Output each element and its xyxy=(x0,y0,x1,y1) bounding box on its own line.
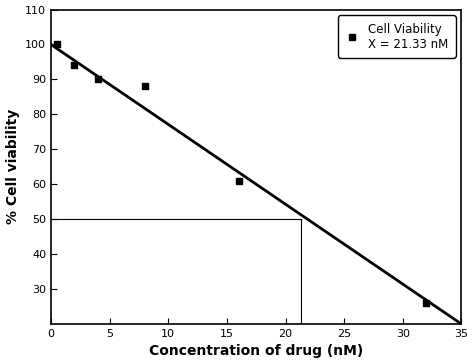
Legend: Cell Viability
X = 21.33 nM: Cell Viability X = 21.33 nM xyxy=(337,15,456,58)
Point xyxy=(71,63,78,68)
Point xyxy=(53,41,61,47)
Point xyxy=(141,83,148,89)
Point xyxy=(422,300,430,306)
Point xyxy=(235,178,242,184)
X-axis label: Concentration of drug (nM): Concentration of drug (nM) xyxy=(149,344,364,359)
Point xyxy=(94,76,102,82)
Y-axis label: % Cell viability: % Cell viability xyxy=(6,109,19,225)
